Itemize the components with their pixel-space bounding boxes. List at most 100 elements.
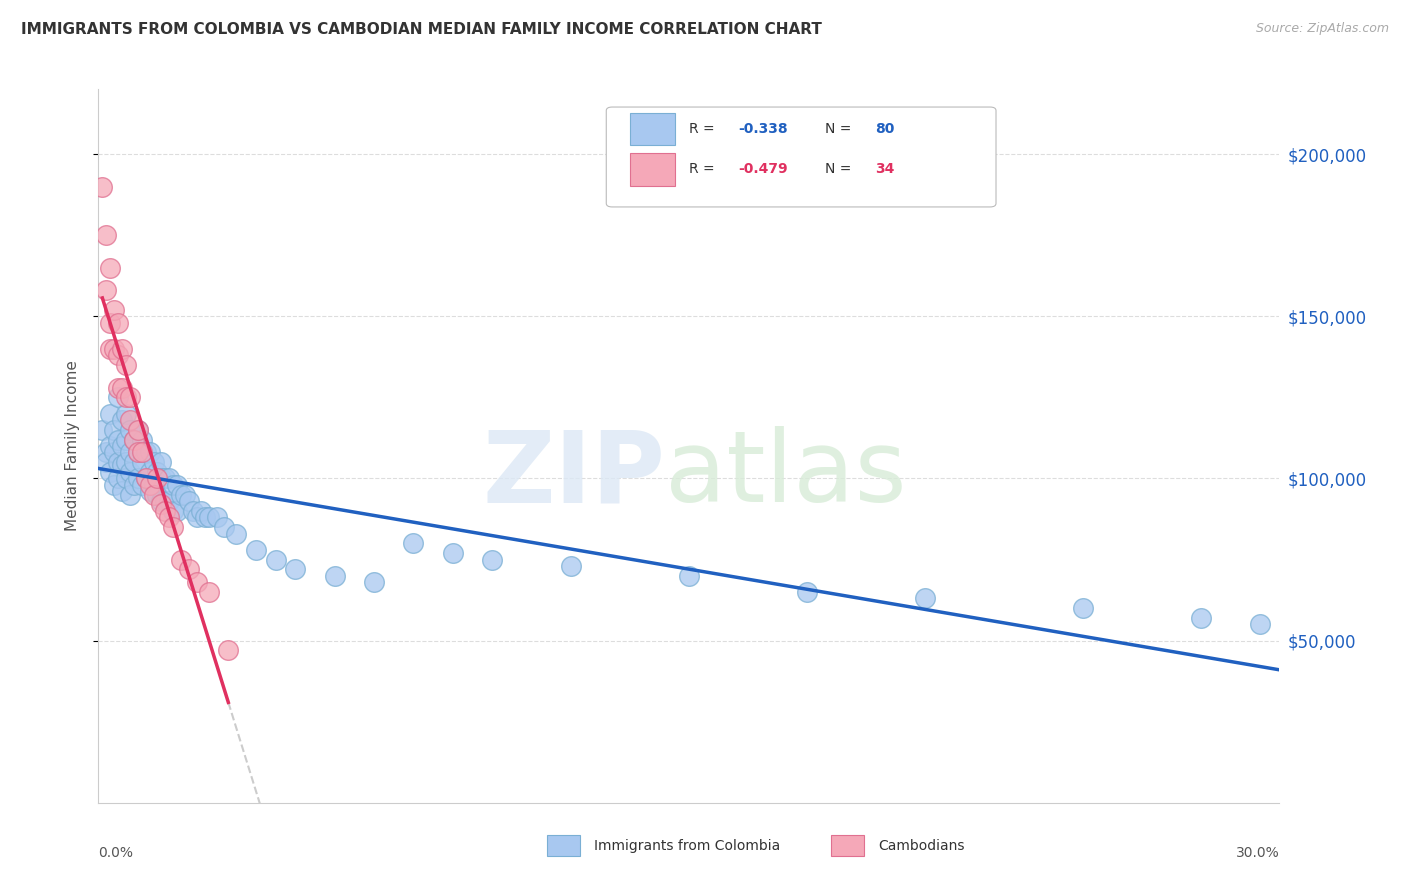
Point [111, 413, 134, 427]
Point [107, 471, 129, 485]
Text: Source: ZipAtlas.com: Source: ZipAtlas.com [1256, 22, 1389, 36]
Point [91, 179, 114, 194]
Point [441, 546, 464, 560]
Text: N =: N = [825, 162, 855, 177]
Bar [831, 835, 863, 856]
Point [122, 433, 145, 447]
Point [115, 433, 138, 447]
Point [197, 510, 219, 524]
Point [162, 520, 184, 534]
Point [166, 478, 188, 492]
Text: -0.338: -0.338 [738, 122, 789, 136]
Point [157, 494, 180, 508]
Point [107, 390, 129, 404]
Point [155, 471, 177, 485]
Point [678, 568, 700, 582]
Text: 34: 34 [876, 162, 896, 177]
Point [150, 455, 173, 469]
Point [98, 407, 121, 421]
Point [135, 471, 157, 485]
Point [127, 445, 149, 459]
Point [402, 536, 425, 550]
Point [98, 439, 121, 453]
Point [194, 510, 217, 524]
Point [107, 381, 129, 395]
Point [155, 504, 177, 518]
Point [91, 423, 114, 437]
Text: 30.0%: 30.0% [1236, 846, 1279, 860]
Text: Immigrants from Colombia: Immigrants from Colombia [595, 838, 780, 853]
Point [118, 390, 141, 404]
Point [115, 390, 138, 404]
Point [177, 494, 200, 508]
Point [127, 471, 149, 485]
Point [323, 568, 346, 582]
Point [118, 423, 141, 437]
Point [150, 494, 173, 508]
Point [138, 478, 160, 492]
Point [131, 478, 153, 492]
Point [131, 433, 153, 447]
Point [142, 478, 165, 492]
Point [138, 445, 160, 459]
Point [127, 423, 149, 437]
Point [197, 585, 219, 599]
Text: N =: N = [825, 122, 855, 136]
Point [122, 433, 145, 447]
Point [103, 342, 125, 356]
Point [98, 342, 121, 356]
Point [150, 497, 173, 511]
Point [118, 488, 141, 502]
Text: R =: R = [689, 162, 718, 177]
Point [186, 575, 208, 590]
Point [162, 478, 184, 492]
Bar [547, 835, 581, 856]
Point [107, 316, 129, 330]
Point [107, 433, 129, 447]
Text: ZIP: ZIP [482, 426, 665, 523]
Point [150, 471, 173, 485]
Point [284, 562, 307, 576]
Text: 80: 80 [876, 122, 896, 136]
Point [111, 458, 134, 473]
Point [205, 510, 228, 524]
Point [146, 471, 169, 485]
Point [138, 484, 160, 499]
Point [138, 465, 160, 479]
Point [127, 445, 149, 459]
Point [1249, 617, 1271, 632]
Point [115, 407, 138, 421]
Point [481, 552, 503, 566]
Point [170, 552, 193, 566]
Point [181, 504, 204, 518]
Point [363, 575, 385, 590]
Point [111, 484, 134, 499]
Point [245, 542, 267, 557]
Point [103, 302, 125, 317]
Point [107, 348, 129, 362]
Point [115, 471, 138, 485]
Point [264, 552, 287, 566]
Text: Cambodians: Cambodians [877, 838, 965, 853]
Point [142, 488, 165, 502]
Point [225, 526, 247, 541]
Point [177, 562, 200, 576]
Point [914, 591, 936, 606]
Point [111, 381, 134, 395]
Bar [630, 112, 675, 145]
Point [146, 465, 169, 479]
Point [96, 228, 118, 243]
Point [96, 455, 118, 469]
Point [103, 445, 125, 459]
Point [214, 520, 236, 534]
FancyBboxPatch shape [606, 107, 995, 207]
Point [157, 471, 180, 485]
Point [170, 488, 193, 502]
Point [560, 559, 582, 574]
Point [796, 585, 818, 599]
Point [155, 494, 177, 508]
Text: -0.479: -0.479 [738, 162, 789, 177]
Point [115, 358, 138, 372]
Point [115, 455, 138, 469]
Point [131, 445, 153, 459]
